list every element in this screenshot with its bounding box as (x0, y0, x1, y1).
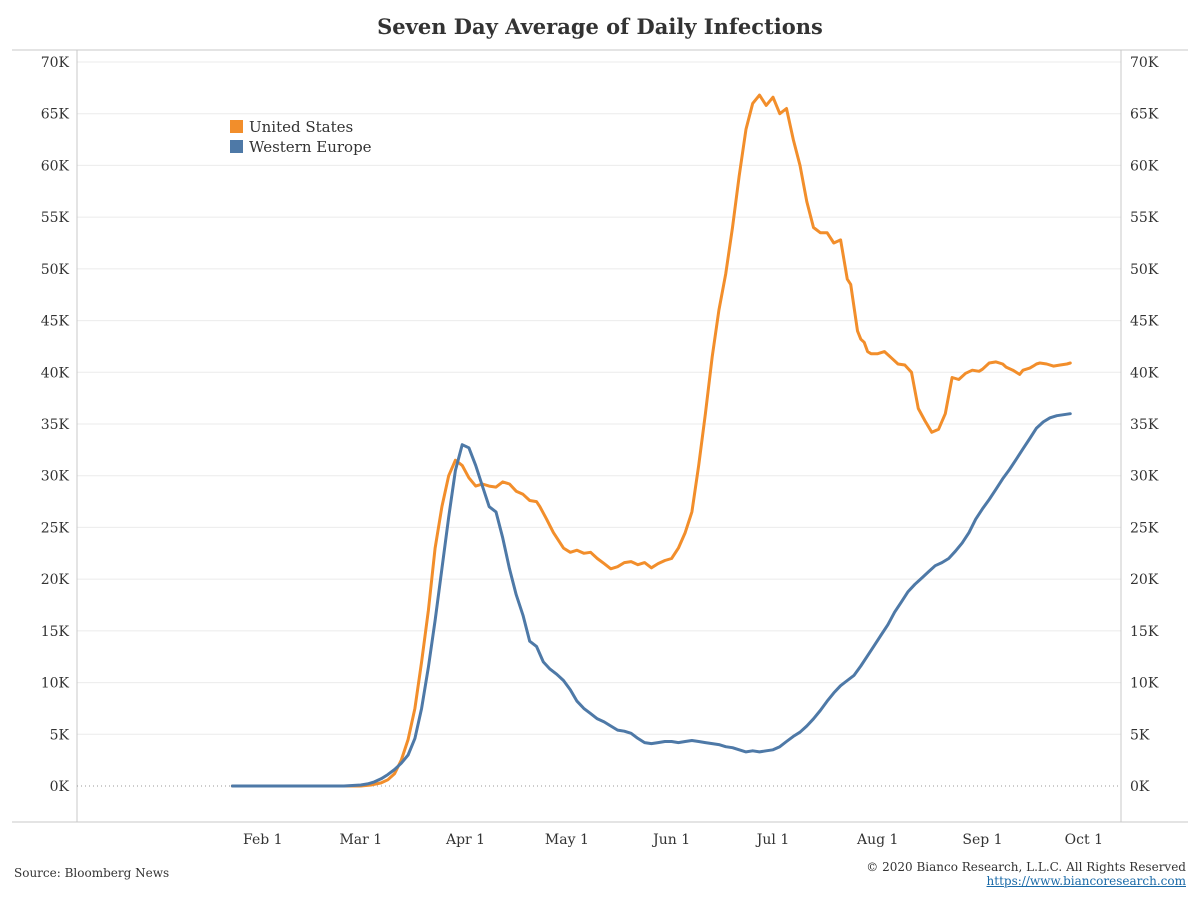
footer-source: Source: Bloomberg News (14, 866, 170, 880)
y-tick-left-5K: 5K (50, 727, 70, 743)
x-tick-labels: Feb 1 Mar 1 Apr 1 May 1 Jun 1 Jul 1 Aug 1 Sep 1… (243, 832, 1103, 848)
y-tick-right-50K: 50K (1130, 262, 1159, 278)
legend: United States Western Europe (230, 118, 372, 156)
y-tick-left-0K: 0K (50, 779, 70, 795)
y-tick-left-35K: 35K (41, 417, 70, 433)
y-tick-left-70K: 70K (41, 55, 70, 71)
y-tick-left-45K: 45K (41, 314, 70, 330)
y-tick-left-15K: 15K (41, 624, 70, 640)
y-tick-left-40K: 40K (41, 365, 70, 381)
x-tick-oct-1: Oct 1 (1065, 832, 1103, 848)
x-tick-mar-1: Mar 1 (339, 832, 382, 848)
footer-url-link[interactable]: https://www.biancoresearch.com (986, 874, 1186, 888)
x-tick-apr-1: Apr 1 (445, 832, 485, 848)
x-tick-jun-1: Jun 1 (651, 832, 690, 848)
series-line-united-states (230, 93, 1072, 788)
y-tick-left-10K: 10K (41, 676, 70, 692)
legend-label-united-states: United States (249, 118, 353, 136)
x-tick-jul-1: Jul 1 (755, 832, 789, 848)
legend-label-western-europe: Western Europe (249, 138, 372, 156)
y-tick-left-65K: 65K (41, 107, 70, 123)
y-tick-left-55K: 55K (41, 210, 70, 226)
y-tick-right-65K: 65K (1130, 107, 1159, 123)
series-lines (230, 93, 1072, 788)
y-tick-left-30K: 30K (41, 469, 70, 485)
chart-title: Seven Day Average of Daily Infections (377, 14, 823, 39)
y-tick-labels-right: 0K 5K 10K 15K 20K 25K 30K 35K 40K 45K 50K 55K 60K 65K… (1130, 55, 1159, 795)
x-tick-aug-1: Aug 1 (856, 832, 898, 848)
y-tick-right-10K: 10K (1130, 676, 1159, 692)
legend-swatch-western-europe (230, 140, 243, 153)
series-line-western-europe (230, 412, 1072, 788)
legend-swatch-united-states (230, 120, 243, 133)
y-tick-right-0K: 0K (1130, 779, 1150, 795)
y-tick-right-30K: 30K (1130, 469, 1159, 485)
x-tick-sep-1: Sep 1 (962, 832, 1002, 848)
y-tick-right-70K: 70K (1130, 55, 1159, 71)
y-tick-labels-left: 0K 5K 10K 15K 20K 25K 30K 35K 40K 45K 50K 55K 60K 65K… (41, 55, 70, 795)
axes (12, 49, 1188, 823)
y-tick-left-25K: 25K (41, 520, 70, 536)
y-tick-right-45K: 45K (1130, 314, 1159, 330)
y-tick-right-25K: 25K (1130, 520, 1159, 536)
y-tick-right-55K: 55K (1130, 210, 1159, 226)
y-tick-right-15K: 15K (1130, 624, 1159, 640)
x-tick-may-1: May 1 (545, 832, 589, 848)
y-tick-right-40K: 40K (1130, 365, 1159, 381)
y-tick-left-60K: 60K (41, 158, 70, 174)
x-tick-feb-1: Feb 1 (243, 832, 283, 848)
y-tick-right-20K: 20K (1130, 572, 1159, 588)
y-tick-left-50K: 50K (41, 262, 70, 278)
y-tick-right-35K: 35K (1130, 417, 1159, 433)
y-tick-right-5K: 5K (1130, 727, 1150, 743)
gridlines (77, 61, 1121, 735)
y-tick-right-60K: 60K (1130, 158, 1159, 174)
y-tick-left-20K: 20K (41, 572, 70, 588)
footer-copyright: © 2020 Bianco Research, L.L.C. All Right… (866, 860, 1186, 874)
